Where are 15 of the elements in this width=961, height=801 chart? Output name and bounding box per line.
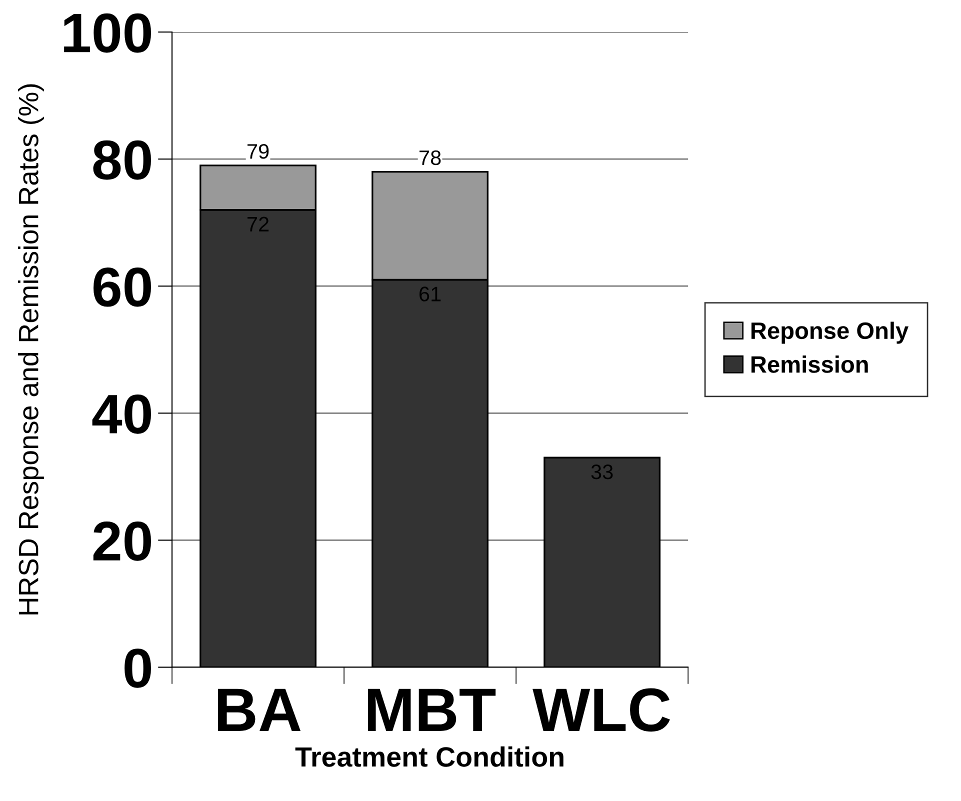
x-tick-label: MBT	[368, 688, 496, 731]
y-tick-label: 40	[92, 394, 151, 434]
x-tick-label: BA	[218, 688, 301, 731]
legend-label: Reponse Only	[751, 322, 909, 344]
y-tick-label: 20	[93, 522, 151, 561]
y-tick-label: 0	[124, 648, 151, 688]
x-axis-title: Treatment Condition	[295, 746, 564, 767]
total-label: 78	[420, 150, 441, 166]
y-axis-title: HRSD Response and Remission Rates (%)	[18, 84, 44, 614]
legend-label: Remission	[751, 356, 868, 373]
y-tick-label: 100	[64, 13, 151, 53]
total-label: 79	[248, 144, 269, 159]
y-tick-label: 60	[94, 267, 151, 307]
x-tick-label: WLC	[532, 688, 670, 732]
y-tick-label: 80	[93, 140, 151, 180]
